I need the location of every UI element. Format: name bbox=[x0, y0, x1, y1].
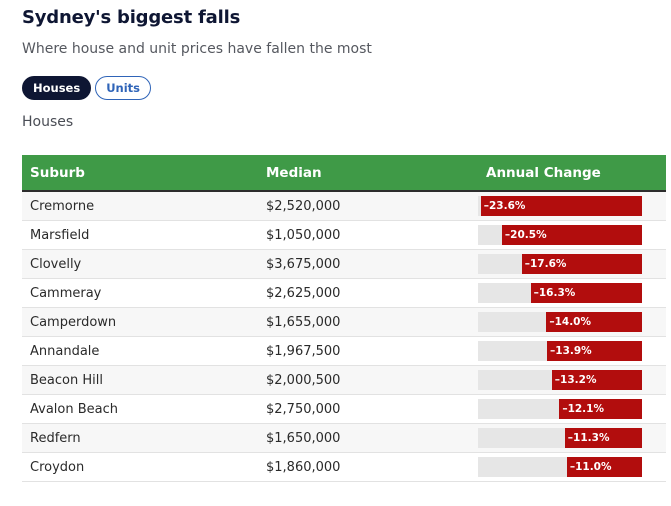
median-cell: $1,967,500 bbox=[258, 336, 478, 366]
annual-change-cell: –17.6% bbox=[478, 249, 666, 279]
table-row: Cammeray $2,625,000 –16.3% bbox=[22, 278, 666, 308]
change-label: –20.5% bbox=[504, 229, 547, 241]
suburb-cell: Cremorne bbox=[22, 191, 258, 221]
column-header-suburb[interactable]: Suburb bbox=[22, 155, 258, 192]
suburb-cell: Redfern bbox=[22, 423, 258, 453]
change-label: –23.6% bbox=[483, 200, 526, 212]
change-bar-track: –20.5% bbox=[478, 225, 642, 245]
change-bar bbox=[551, 370, 642, 390]
table-row: Marsfield $1,050,000 –20.5% bbox=[22, 220, 666, 250]
tab-bar: Houses Units bbox=[22, 76, 152, 100]
table-header-row: Suburb Median Annual Change bbox=[22, 155, 666, 192]
change-label: –16.3% bbox=[533, 287, 576, 299]
annual-change-cell: –12.1% bbox=[478, 394, 666, 424]
table-row: Redfern $1,650,000 –11.3% bbox=[22, 423, 666, 453]
falls-table: Suburb Median Annual Change Cremorne $2,5… bbox=[22, 155, 666, 482]
table-row: Beacon Hill $2,000,500 –13.2% bbox=[22, 365, 666, 395]
change-bar bbox=[559, 399, 642, 419]
suburb-cell: Annandale bbox=[22, 336, 258, 366]
table-row: Clovelly $3,675,000 –17.6% bbox=[22, 249, 666, 279]
change-bar-track: –12.1% bbox=[478, 399, 642, 419]
change-bar bbox=[566, 457, 642, 477]
change-bar-track: –17.6% bbox=[478, 254, 642, 274]
change-bar-track: –16.3% bbox=[478, 283, 642, 303]
median-cell: $2,625,000 bbox=[258, 278, 478, 308]
median-cell: $1,650,000 bbox=[258, 423, 478, 453]
annual-change-cell: –16.3% bbox=[478, 278, 666, 308]
suburb-cell: Camperdown bbox=[22, 307, 258, 337]
annual-change-cell: –14.0% bbox=[478, 307, 666, 337]
table-body: Cremorne $2,520,000 –23.6% Marsfield $1,050,… bbox=[22, 191, 666, 482]
median-cell: $1,655,000 bbox=[258, 307, 478, 337]
change-label: –11.0% bbox=[569, 461, 612, 473]
change-bar bbox=[480, 196, 642, 216]
table-row: Croydon $1,860,000 –11.0% bbox=[22, 452, 666, 482]
change-bar-track: –23.6% bbox=[478, 196, 642, 216]
annual-change-cell: –13.9% bbox=[478, 336, 666, 366]
change-bar-track: –13.2% bbox=[478, 370, 642, 390]
annual-change-cell: –11.3% bbox=[478, 423, 666, 453]
chart-title: Sydney's biggest falls bbox=[22, 7, 241, 28]
change-bar-track: –14.0% bbox=[478, 312, 642, 332]
suburb-cell: Cammeray bbox=[22, 278, 258, 308]
change-bar bbox=[547, 341, 642, 361]
annual-change-cell: –23.6% bbox=[478, 191, 666, 221]
column-header-annual-change[interactable]: Annual Change bbox=[478, 155, 666, 192]
tab-houses[interactable]: Houses bbox=[22, 76, 92, 100]
tab-units[interactable]: Units bbox=[95, 76, 152, 100]
change-bar bbox=[564, 428, 642, 448]
median-cell: $2,000,500 bbox=[258, 365, 478, 395]
table-row: Cremorne $2,520,000 –23.6% bbox=[22, 191, 666, 221]
change-label: –13.9% bbox=[550, 345, 592, 357]
suburb-cell: Croydon bbox=[22, 452, 258, 482]
chart-subtitle: Where house and unit prices have fallen … bbox=[22, 41, 372, 57]
median-cell: $1,050,000 bbox=[258, 220, 478, 250]
change-label: –13.2% bbox=[554, 374, 597, 386]
change-bar bbox=[521, 254, 642, 274]
change-label: –17.6% bbox=[524, 258, 567, 270]
change-bar bbox=[546, 312, 642, 332]
median-cell: $3,675,000 bbox=[258, 249, 478, 279]
table-row: Annandale $1,967,500 –13.9% bbox=[22, 336, 666, 366]
annual-change-cell: –11.0% bbox=[478, 452, 666, 482]
suburb-cell: Beacon Hill bbox=[22, 365, 258, 395]
annual-change-cell: –13.2% bbox=[478, 365, 666, 395]
change-bar bbox=[501, 225, 642, 245]
annual-change-cell: –20.5% bbox=[478, 220, 666, 250]
change-bar bbox=[530, 283, 642, 303]
suburb-cell: Marsfield bbox=[22, 220, 258, 250]
suburb-cell: Avalon Beach bbox=[22, 394, 258, 424]
median-cell: $1,860,000 bbox=[258, 452, 478, 482]
median-cell: $2,750,000 bbox=[258, 394, 478, 424]
change-bar-track: –11.0% bbox=[478, 457, 642, 477]
change-label: –14.0% bbox=[549, 316, 592, 328]
change-bar-track: –11.3% bbox=[478, 428, 642, 448]
change-label: –12.1% bbox=[562, 403, 604, 415]
column-header-median[interactable]: Median bbox=[258, 155, 478, 192]
median-cell: $2,520,000 bbox=[258, 191, 478, 221]
change-label: –11.3% bbox=[567, 432, 610, 444]
table-row: Avalon Beach $2,750,000 –12.1% bbox=[22, 394, 666, 424]
table-row: Camperdown $1,655,000 –14.0% bbox=[22, 307, 666, 337]
suburb-cell: Clovelly bbox=[22, 249, 258, 279]
change-bar-track: –13.9% bbox=[478, 341, 642, 361]
section-label: Houses bbox=[22, 114, 74, 130]
